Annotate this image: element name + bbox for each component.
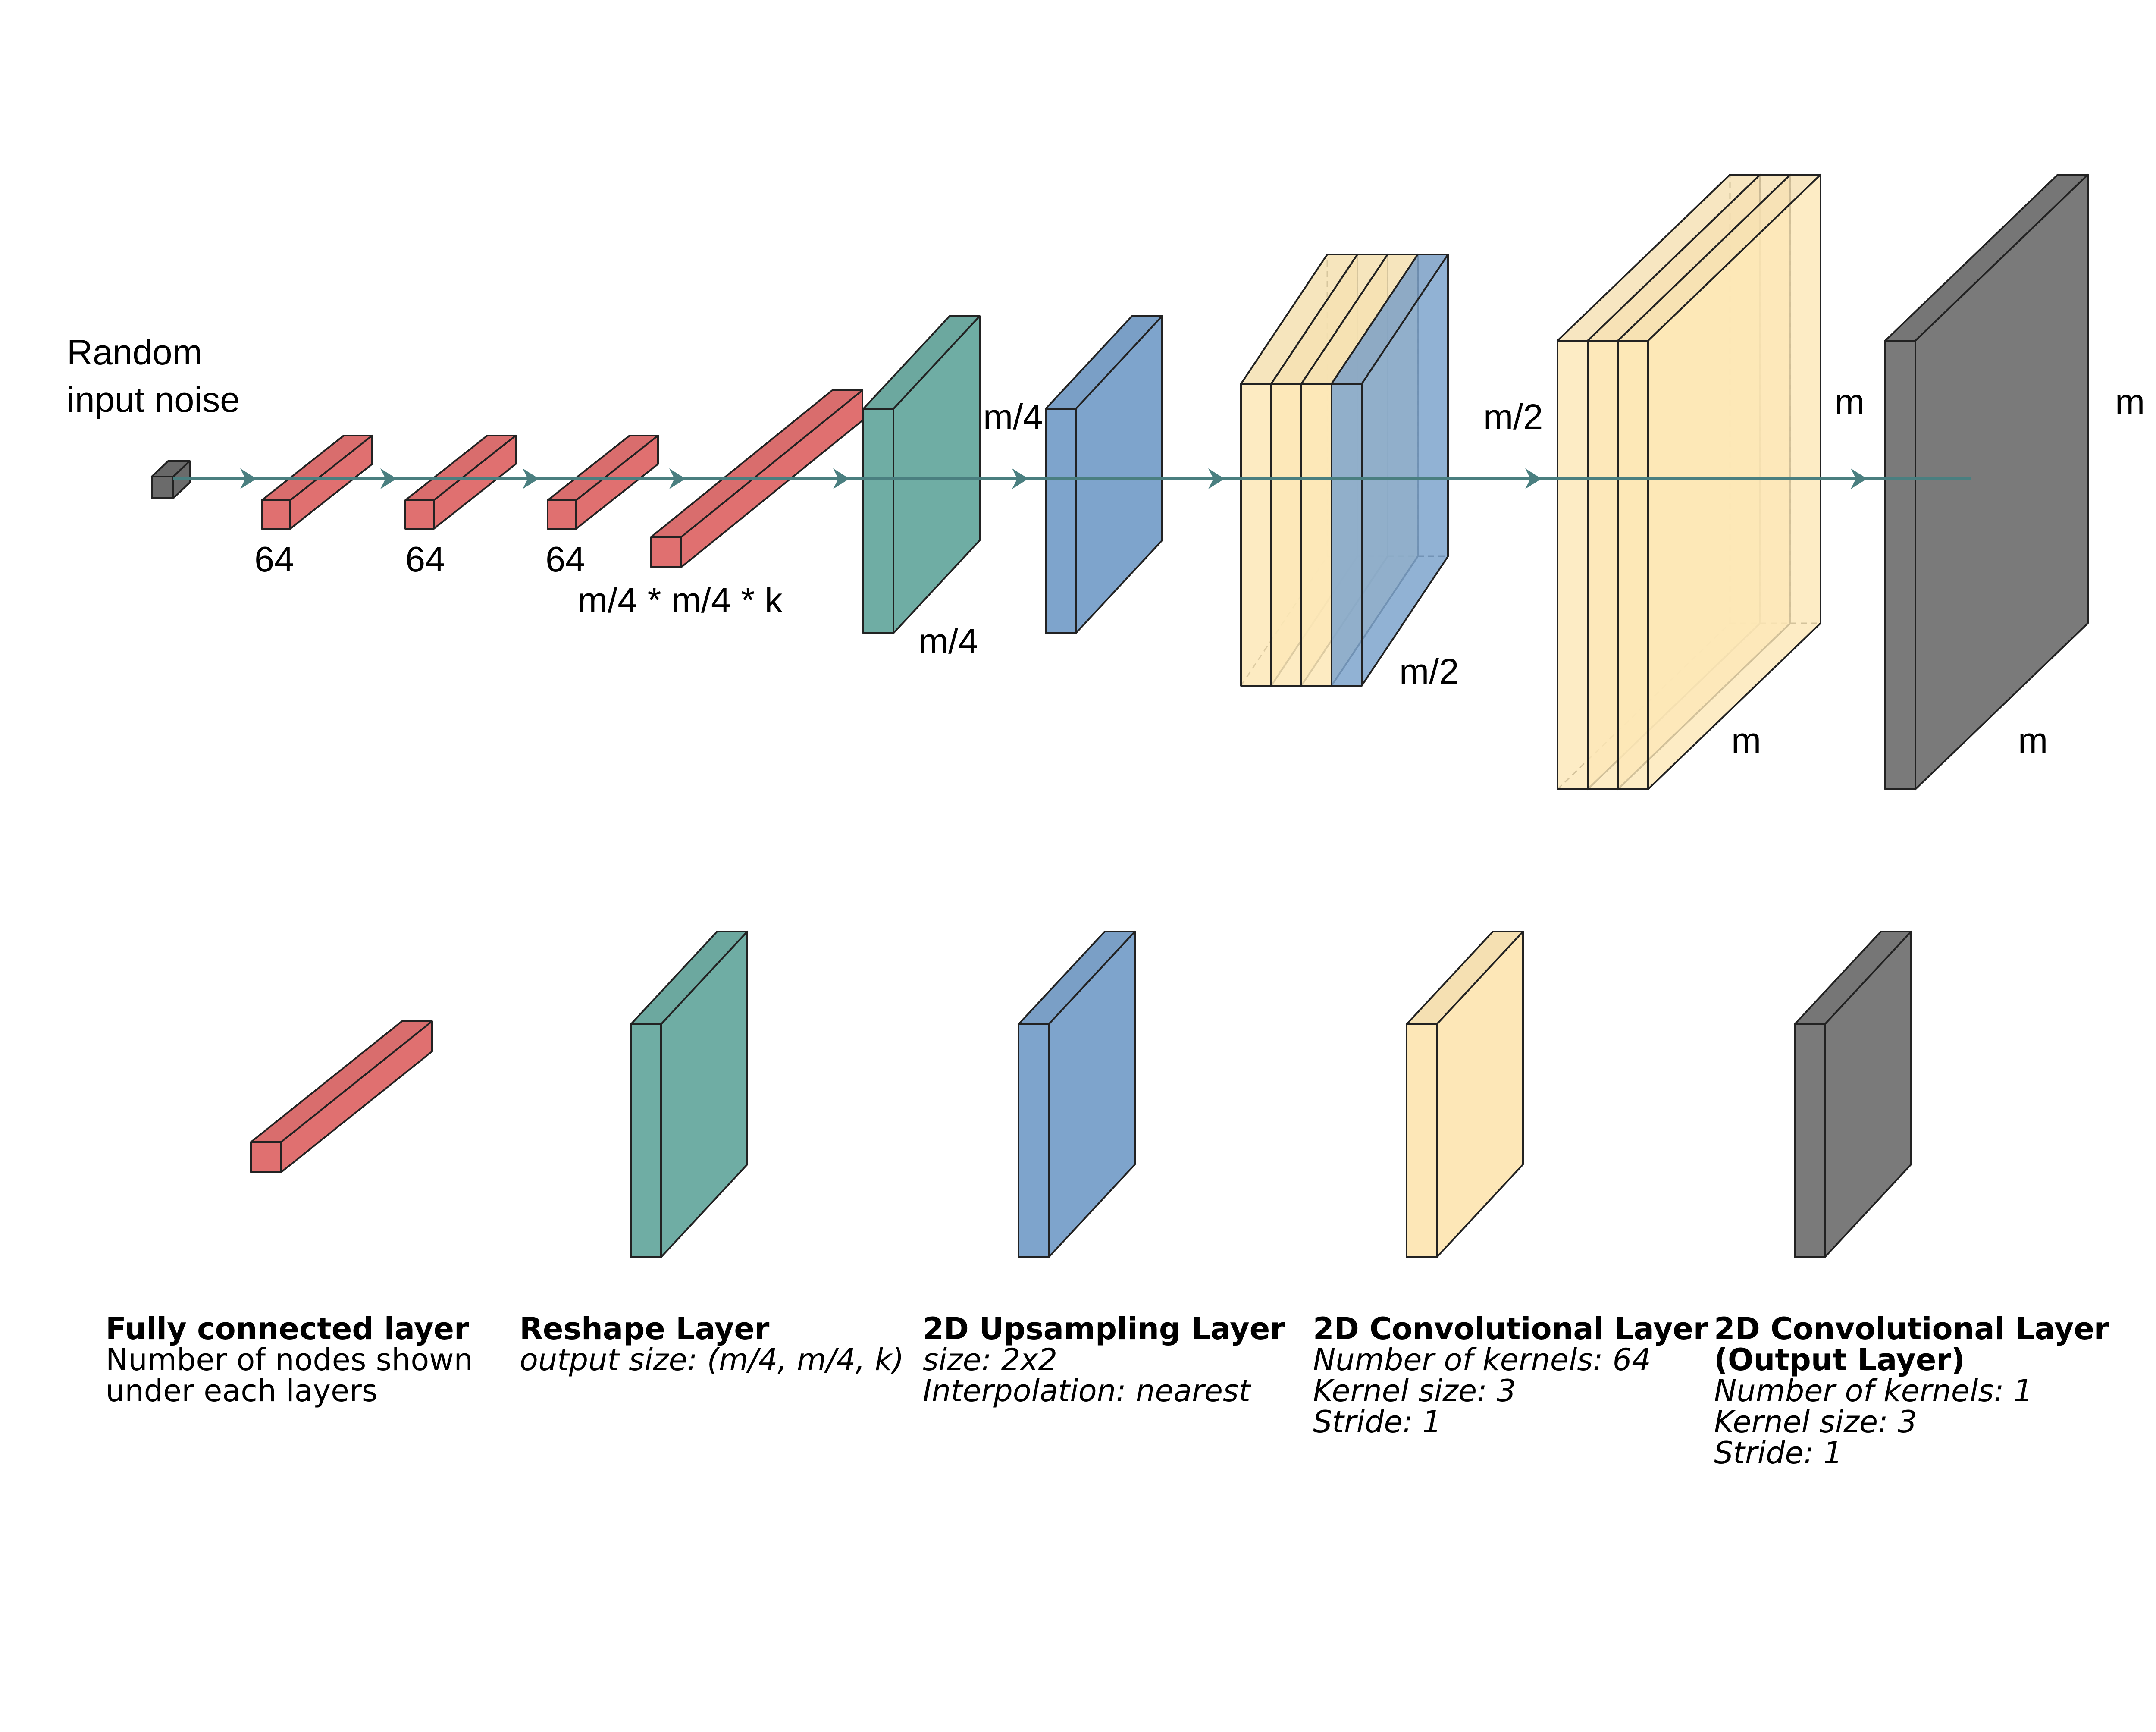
reshape-size-bottom: m/4 <box>918 621 978 661</box>
legend-title: Reshape Layer <box>520 1311 770 1346</box>
dense3-nodes-label: 64 <box>545 539 585 579</box>
conv1-size-top: m/2 <box>1483 397 1543 437</box>
legend-title: 2D Convolutional Layer <box>1313 1311 1708 1346</box>
legend-reshape: Reshape Layer output size: (m/4, m/4, k) <box>520 1313 904 1375</box>
output-size-top: m <box>2115 382 2145 422</box>
arrow-head-icon <box>240 468 257 489</box>
dense4-nodes-label: m/4 * m/4 * k <box>578 580 783 620</box>
legend-output-conv: 2D Convolutional Layer (Output Layer) Nu… <box>1714 1313 2109 1468</box>
conv1-upsample <box>1331 254 1449 687</box>
conv2-size-bottom: m <box>1731 720 1761 760</box>
dense-layer-3 <box>547 435 659 530</box>
legend-output-shape <box>1794 931 1912 1258</box>
legend-upsampling: 2D Upsampling Layer size: 2x2 Interpolat… <box>923 1313 1285 1406</box>
legend-dense-shape <box>250 1020 433 1173</box>
arrow-head-icon <box>523 468 539 489</box>
legend-fully-connected: Fully connected layer Number of nodes sh… <box>106 1313 473 1406</box>
dense-layer-2 <box>404 435 517 530</box>
legend-line: Stride: 1 <box>1313 1404 1442 1440</box>
legend-title: Fully connected layer <box>106 1311 469 1346</box>
legend-line: Interpolation: nearest <box>923 1373 1250 1409</box>
arrow-head-icon <box>1208 468 1225 489</box>
legend-line: size: 2x2 <box>923 1342 1058 1377</box>
legend-line: Kernel size: 3 <box>1313 1373 1516 1409</box>
legend-line: output size: (m/4, m/4, k) <box>520 1342 904 1377</box>
output-size-bottom: m <box>2018 720 2048 760</box>
conv2-size-top: m <box>1835 382 1865 422</box>
legend-conv: 2D Convolutional Layer Number of kernels… <box>1313 1313 1708 1437</box>
legend-title: 2D Convolutional Layer <box>1714 1311 2109 1346</box>
arrow-head-icon <box>1012 468 1028 489</box>
legend-line: Number of kernels: 64 <box>1313 1342 1651 1377</box>
arrow-head-icon <box>669 468 686 489</box>
input-caption-line1: Random <box>67 332 202 372</box>
output-layer <box>1884 174 2089 790</box>
arrow-head-icon <box>380 468 397 489</box>
legend-title-sub: (Output Layer) <box>1714 1342 1965 1377</box>
upsample-layer <box>1045 315 1163 634</box>
legend-line: Number of kernels: 1 <box>1714 1373 2033 1409</box>
legend-line: Kernel size: 3 <box>1714 1404 1917 1440</box>
dense2-nodes-label: 64 <box>405 539 445 579</box>
arrow-head-icon <box>833 468 849 489</box>
legend-upsample-shape <box>1018 931 1136 1258</box>
arrow-head-icon <box>1851 468 1867 489</box>
dense1-nodes-label: 64 <box>254 539 294 579</box>
reshape-size-top: m/4 <box>983 397 1043 437</box>
legend-line: Stride: 1 <box>1714 1435 1843 1471</box>
conv1-size-bottom: m/2 <box>1399 651 1459 691</box>
reshape-layer <box>862 315 981 634</box>
legend-reshape-shape <box>630 931 748 1258</box>
conv2-kernel-3 <box>1617 174 1821 790</box>
dense-layer-1 <box>261 435 373 530</box>
legend-line: Number of nodes shown <box>106 1342 473 1377</box>
legend-conv-shape <box>1406 931 1524 1258</box>
legend-line: under each layers <box>106 1373 378 1409</box>
legend-title: 2D Upsampling Layer <box>923 1311 1285 1346</box>
arrow-head-icon <box>1525 468 1542 489</box>
input-caption-line2: input noise <box>67 380 240 420</box>
diagram-shapes <box>151 174 2089 1258</box>
